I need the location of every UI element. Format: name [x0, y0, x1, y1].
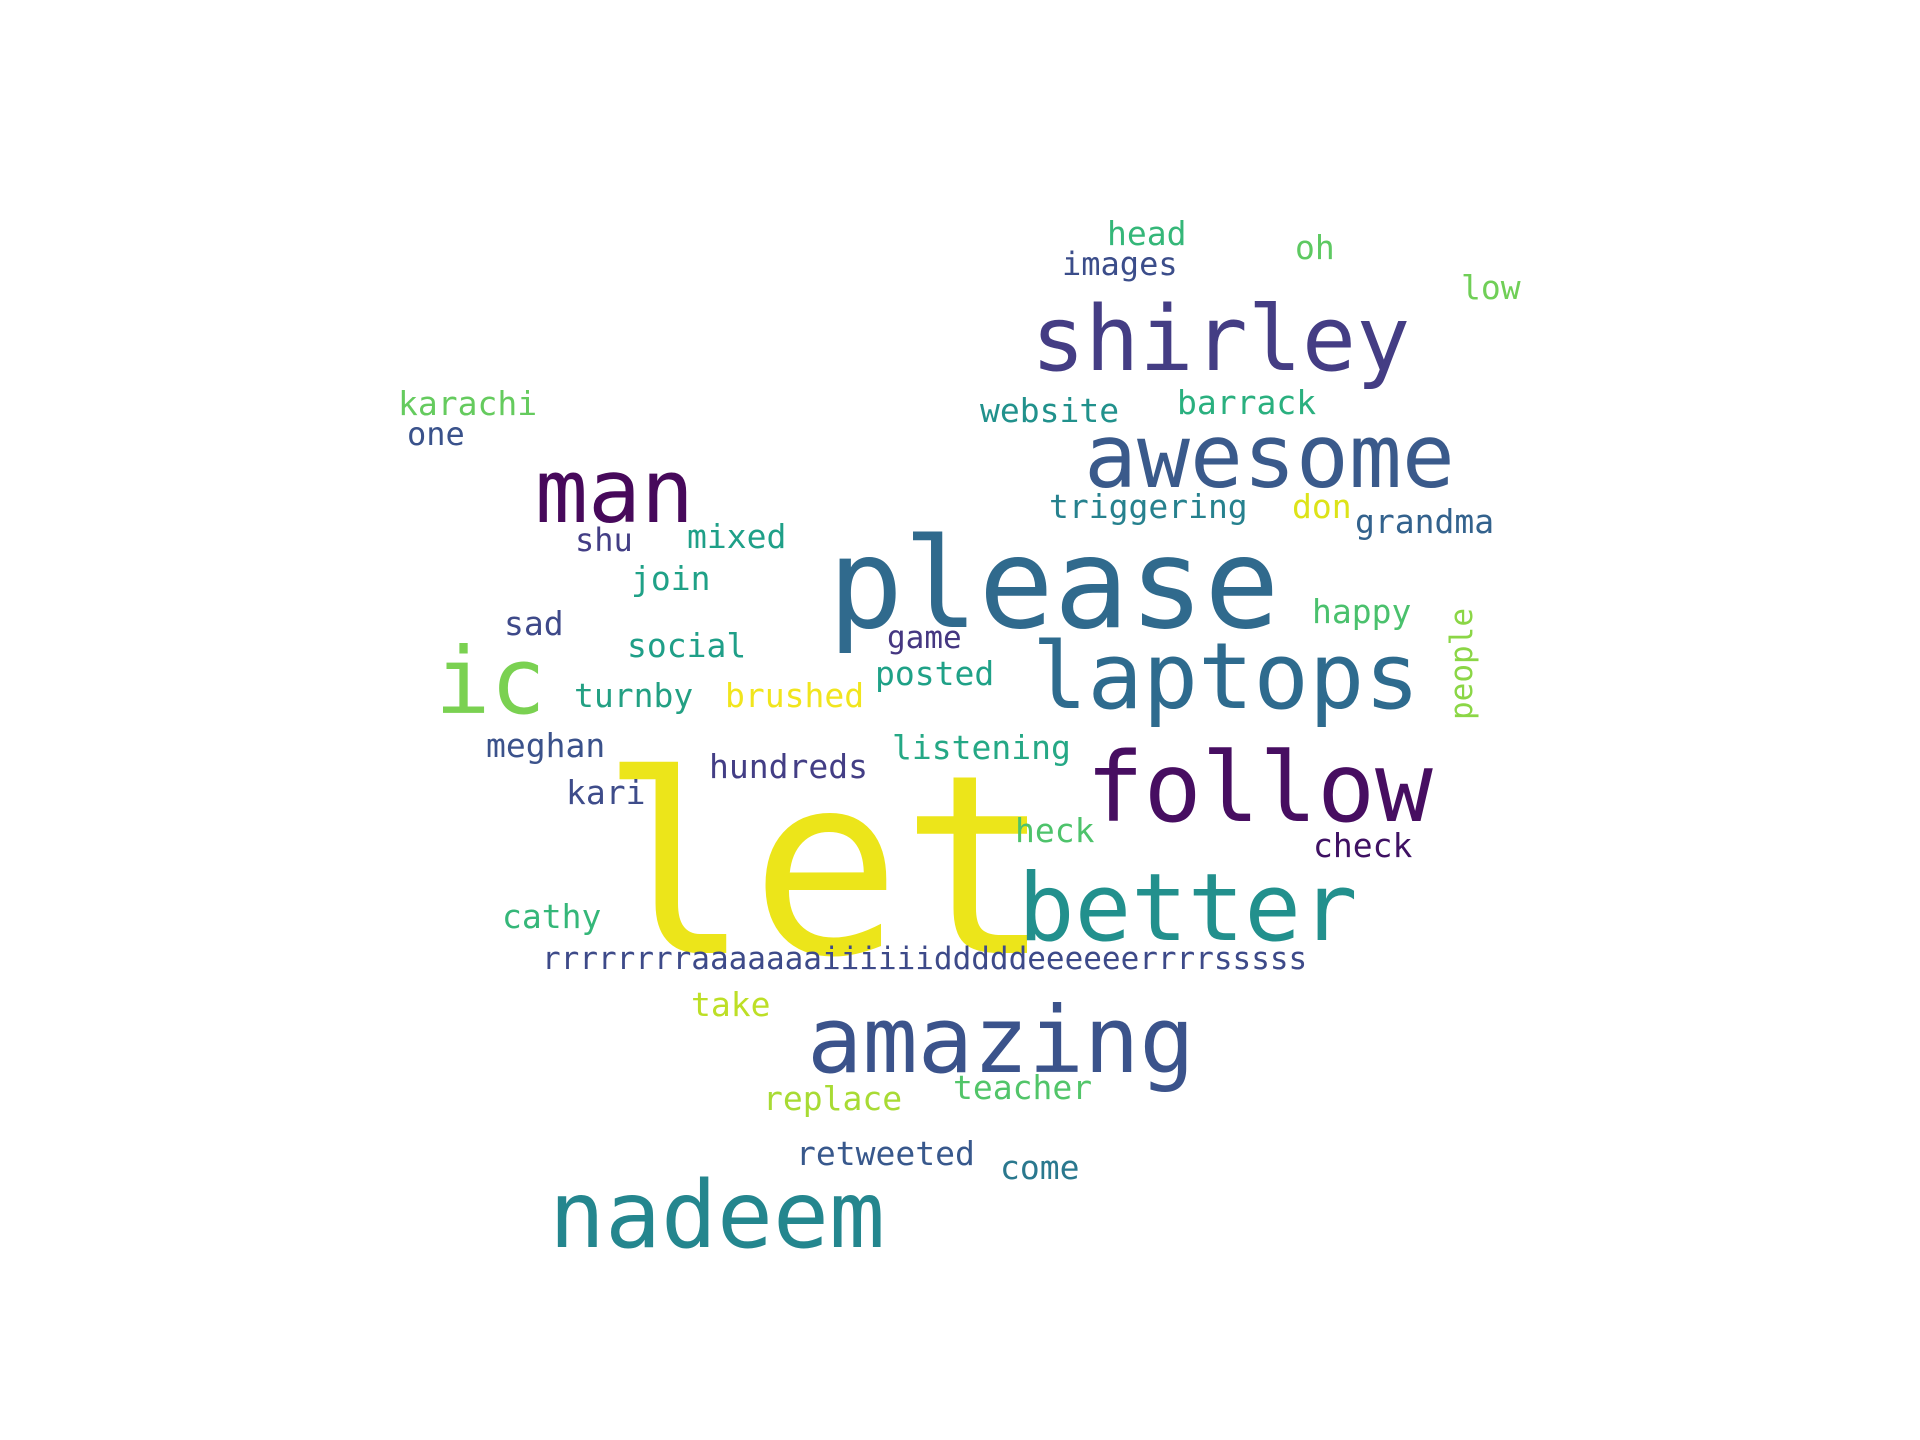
word-hundreds: hundreds — [709, 747, 868, 786]
word-man: man — [535, 440, 694, 543]
word-mixed: mixed — [687, 517, 787, 556]
word-come: come — [1000, 1148, 1080, 1187]
word-grandma: grandma — [1355, 502, 1495, 541]
word-oh: oh — [1295, 228, 1335, 267]
word-nadeem: nadeem — [549, 1161, 885, 1269]
word-awesome: awesome — [1084, 405, 1455, 508]
word-let: let — [600, 721, 1052, 1012]
word-don: don — [1292, 487, 1352, 526]
word-join: join — [631, 559, 711, 598]
word-shirley: shirley — [1031, 287, 1411, 392]
word-amazing: amazing — [807, 987, 1195, 1094]
word-people: people — [1444, 608, 1480, 720]
word-laptops: laptops — [1032, 623, 1420, 730]
word-turnby: turnby — [574, 676, 694, 715]
word-brushed: brushed — [725, 676, 865, 715]
word-images: images — [1062, 245, 1178, 283]
word-kari: kari — [566, 773, 646, 812]
word-happy: happy — [1312, 592, 1412, 631]
word-better: better — [1018, 854, 1358, 963]
word-retweeted: retweeted — [796, 1134, 975, 1173]
word-heck: heck — [1015, 811, 1095, 850]
word-check: check — [1313, 826, 1413, 865]
word-teacher: teacher — [953, 1068, 1093, 1107]
word-rrrrrrrraaaaaaaiiiiiidddddeeeeeerrrrsssss: rrrrrrrraaaaaaaiiiiiidddddeeeeeerrrrssss… — [542, 941, 1308, 977]
word-cathy: cathy — [502, 897, 602, 936]
word-ic: ic — [435, 628, 546, 735]
word-sad: sad — [504, 604, 564, 643]
word-game: game — [887, 620, 962, 656]
word-shu: shu — [575, 521, 633, 559]
word-replace: replace — [763, 1079, 903, 1118]
word-low: low — [1461, 268, 1521, 307]
word-meghan: meghan — [486, 726, 606, 765]
word-barrack: barrack — [1177, 383, 1317, 422]
word-triggering: triggering — [1049, 487, 1248, 526]
word-head: head — [1107, 214, 1187, 253]
word-listening: listening — [892, 728, 1071, 767]
word-one: one — [407, 415, 465, 453]
word-follow: follow — [1086, 732, 1433, 844]
word-please: please — [828, 512, 1280, 657]
word-website: website — [980, 391, 1120, 430]
word-take: take — [691, 985, 771, 1024]
word-social: social — [627, 626, 747, 665]
word-posted: posted — [875, 654, 995, 693]
word-karachi: karachi — [398, 384, 538, 423]
